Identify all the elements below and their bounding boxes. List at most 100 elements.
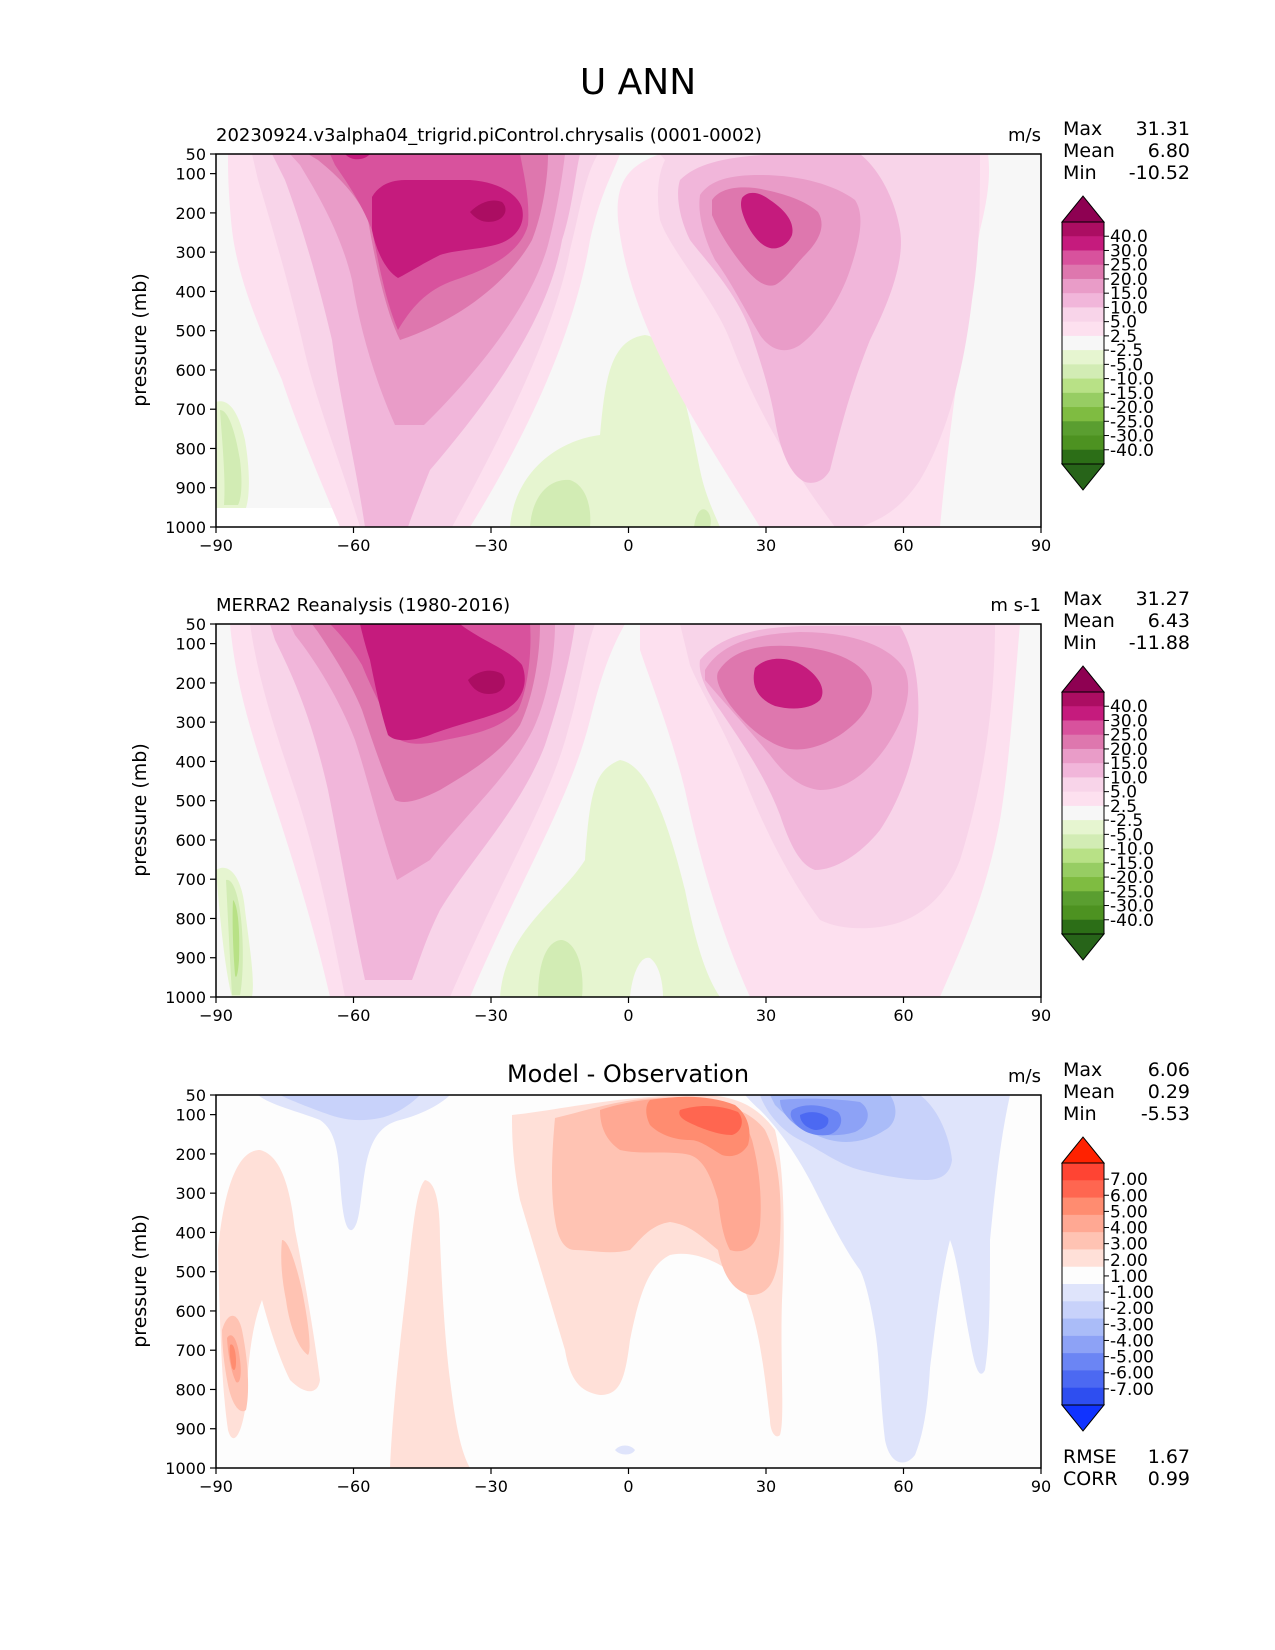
colorbar-swatch xyxy=(1062,777,1104,793)
colorbar-swatch xyxy=(1062,293,1104,308)
contour-level-40-sh xyxy=(470,200,506,222)
contour-level-top-sh xyxy=(345,154,370,160)
x-tick-label: 30 xyxy=(756,1006,776,1025)
stat-min-label: Min xyxy=(1063,1103,1097,1125)
colorbar-swatch xyxy=(1062,734,1104,750)
contour-level-30-sh xyxy=(360,624,525,741)
colorbar-swatch xyxy=(1062,1318,1104,1337)
contour-level-neg-2-sh xyxy=(280,1095,420,1121)
x-tick-label: −30 xyxy=(474,1006,508,1025)
x-tick-label: 0 xyxy=(623,1006,633,1025)
stat-max-value: 6.06 xyxy=(1148,1059,1190,1081)
colorbar-swatch xyxy=(1062,692,1104,707)
stat-rmse-value: 1.67 xyxy=(1148,1446,1190,1468)
colorbar-swatch xyxy=(1062,222,1104,237)
colorbar-label: -2.00 xyxy=(1110,1299,1154,1319)
colorbar-label: -40.0 xyxy=(1110,441,1154,461)
units-label: m/s xyxy=(1008,125,1041,146)
x-tick-label: 60 xyxy=(893,536,913,555)
colorbar-swatch xyxy=(1062,378,1104,394)
y-tick-label: 900 xyxy=(175,949,206,968)
x-tick-label: 0 xyxy=(623,1477,633,1496)
x-tick-label: 90 xyxy=(1031,1006,1051,1025)
stat-min-label: Min xyxy=(1063,162,1097,184)
colorbar-swatch xyxy=(1062,919,1104,935)
contour-level-neg-1-sh xyxy=(258,1095,450,1231)
y-tick-label: 300 xyxy=(175,713,206,732)
y-tick-label: 50 xyxy=(186,1086,206,1105)
colorbar-swatch xyxy=(1062,1163,1104,1181)
x-tick-label: −30 xyxy=(474,1477,508,1496)
colorbar-swatch xyxy=(1062,820,1104,835)
colorbar-label: 2.5 xyxy=(1110,797,1137,817)
colorbar-swatch xyxy=(1062,449,1104,465)
colorbar-label: -10.0 xyxy=(1110,840,1154,860)
x-tick-label: −60 xyxy=(337,536,371,555)
colorbar-label: 5.0 xyxy=(1110,783,1137,803)
colorbar-label: -20.0 xyxy=(1110,868,1154,888)
colorbar-label: -25.0 xyxy=(1110,412,1154,432)
colorbar-swatch xyxy=(1062,1249,1104,1268)
error-stats-block: RMSE 1.67 CORR 0.99 xyxy=(1063,1446,1190,1490)
colorbar-swatch xyxy=(1062,891,1104,907)
y-tick-label: 300 xyxy=(175,1184,206,1203)
colorbar-label: -2.5 xyxy=(1110,341,1143,361)
contour-level-neg-2.5 xyxy=(510,335,720,527)
colorbar-swatch xyxy=(1062,392,1104,408)
figure-title: U ANN xyxy=(580,62,696,103)
contour-level-5-trop xyxy=(679,1106,742,1135)
colorbar-label: 40.0 xyxy=(1110,697,1148,717)
colorbar-label: 7.00 xyxy=(1110,1170,1148,1190)
contour-field xyxy=(216,1095,1041,1468)
colorbar-label: -7.00 xyxy=(1110,1380,1154,1400)
colorbar-swatch xyxy=(1062,1370,1104,1389)
stat-max-value: 31.31 xyxy=(1136,118,1190,140)
colorbar-swatch xyxy=(1062,1284,1104,1302)
colorbar-swatch xyxy=(1062,1232,1104,1250)
y-tick-label: 700 xyxy=(175,400,206,419)
y-tick-label: 800 xyxy=(175,439,206,458)
colorbar-label: 20.0 xyxy=(1110,270,1148,290)
contour-field xyxy=(216,154,1041,527)
colorbar-swatch xyxy=(1062,278,1104,294)
contour-level-neg-5-polar xyxy=(220,410,242,505)
colorbar-extend-min xyxy=(1060,463,1106,491)
colorbar-label: 15.0 xyxy=(1110,754,1148,774)
colorbar-frame xyxy=(1061,691,1105,935)
contour-level-25-nh xyxy=(753,658,823,709)
y-axis-label: pressure (mb) xyxy=(129,273,151,407)
stats-block: Max 31.31 Mean 6.80 Min -10.52 xyxy=(1063,118,1190,184)
colorbar-swatch xyxy=(1062,321,1104,337)
colorbar: 40.030.025.020.015.010.05.02.5-2.5-5.0-1… xyxy=(1060,195,1154,491)
colorbar-label: 6.00 xyxy=(1110,1186,1148,1206)
colorbar-label: -30.0 xyxy=(1110,427,1154,447)
stat-corr-value: 0.99 xyxy=(1148,1468,1190,1490)
panel-observation: MERRA2 Reanalysis (1980-2016) m s-1 pres… xyxy=(129,588,1190,1025)
colorbar-label: -30.0 xyxy=(1110,897,1154,917)
stat-max-label: Max xyxy=(1063,1059,1102,1081)
x-tick-label: −90 xyxy=(199,1006,233,1025)
colorbar-swatch xyxy=(1062,1301,1104,1320)
colorbar-label: 30.0 xyxy=(1110,241,1148,261)
colorbar-swatch xyxy=(1062,1335,1104,1354)
colorbar-swatch xyxy=(1062,805,1104,821)
colorbar-label: 2.00 xyxy=(1110,1251,1148,1271)
y-tick-label: 50 xyxy=(186,145,206,164)
y-tick-label: 200 xyxy=(175,674,206,693)
colorbar-swatch xyxy=(1062,748,1104,764)
stat-max-label: Max xyxy=(1063,588,1102,610)
stat-min-value: -5.53 xyxy=(1141,1103,1190,1125)
colorbar: 40.030.025.020.015.010.05.02.5-2.5-5.0-1… xyxy=(1060,665,1154,961)
contour-level-neg-10-polar xyxy=(232,900,240,977)
colorbar-label: -15.0 xyxy=(1110,384,1154,404)
colorbar-swatch xyxy=(1062,421,1104,437)
colorbar-label: 25.0 xyxy=(1110,256,1148,276)
colorbar-frame xyxy=(1061,221,1105,465)
x-tick-label: −90 xyxy=(199,1477,233,1496)
x-tick-label: 90 xyxy=(1031,1477,1051,1496)
colorbar-label: -25.0 xyxy=(1110,882,1154,902)
contour-level-4-polar xyxy=(229,1344,236,1370)
colorbar-swatch xyxy=(1062,1180,1104,1199)
